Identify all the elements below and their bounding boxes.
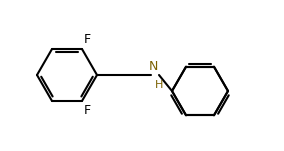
Text: H: H: [155, 80, 163, 90]
Text: N: N: [148, 60, 158, 73]
Text: F: F: [84, 33, 91, 46]
Text: F: F: [84, 104, 91, 117]
